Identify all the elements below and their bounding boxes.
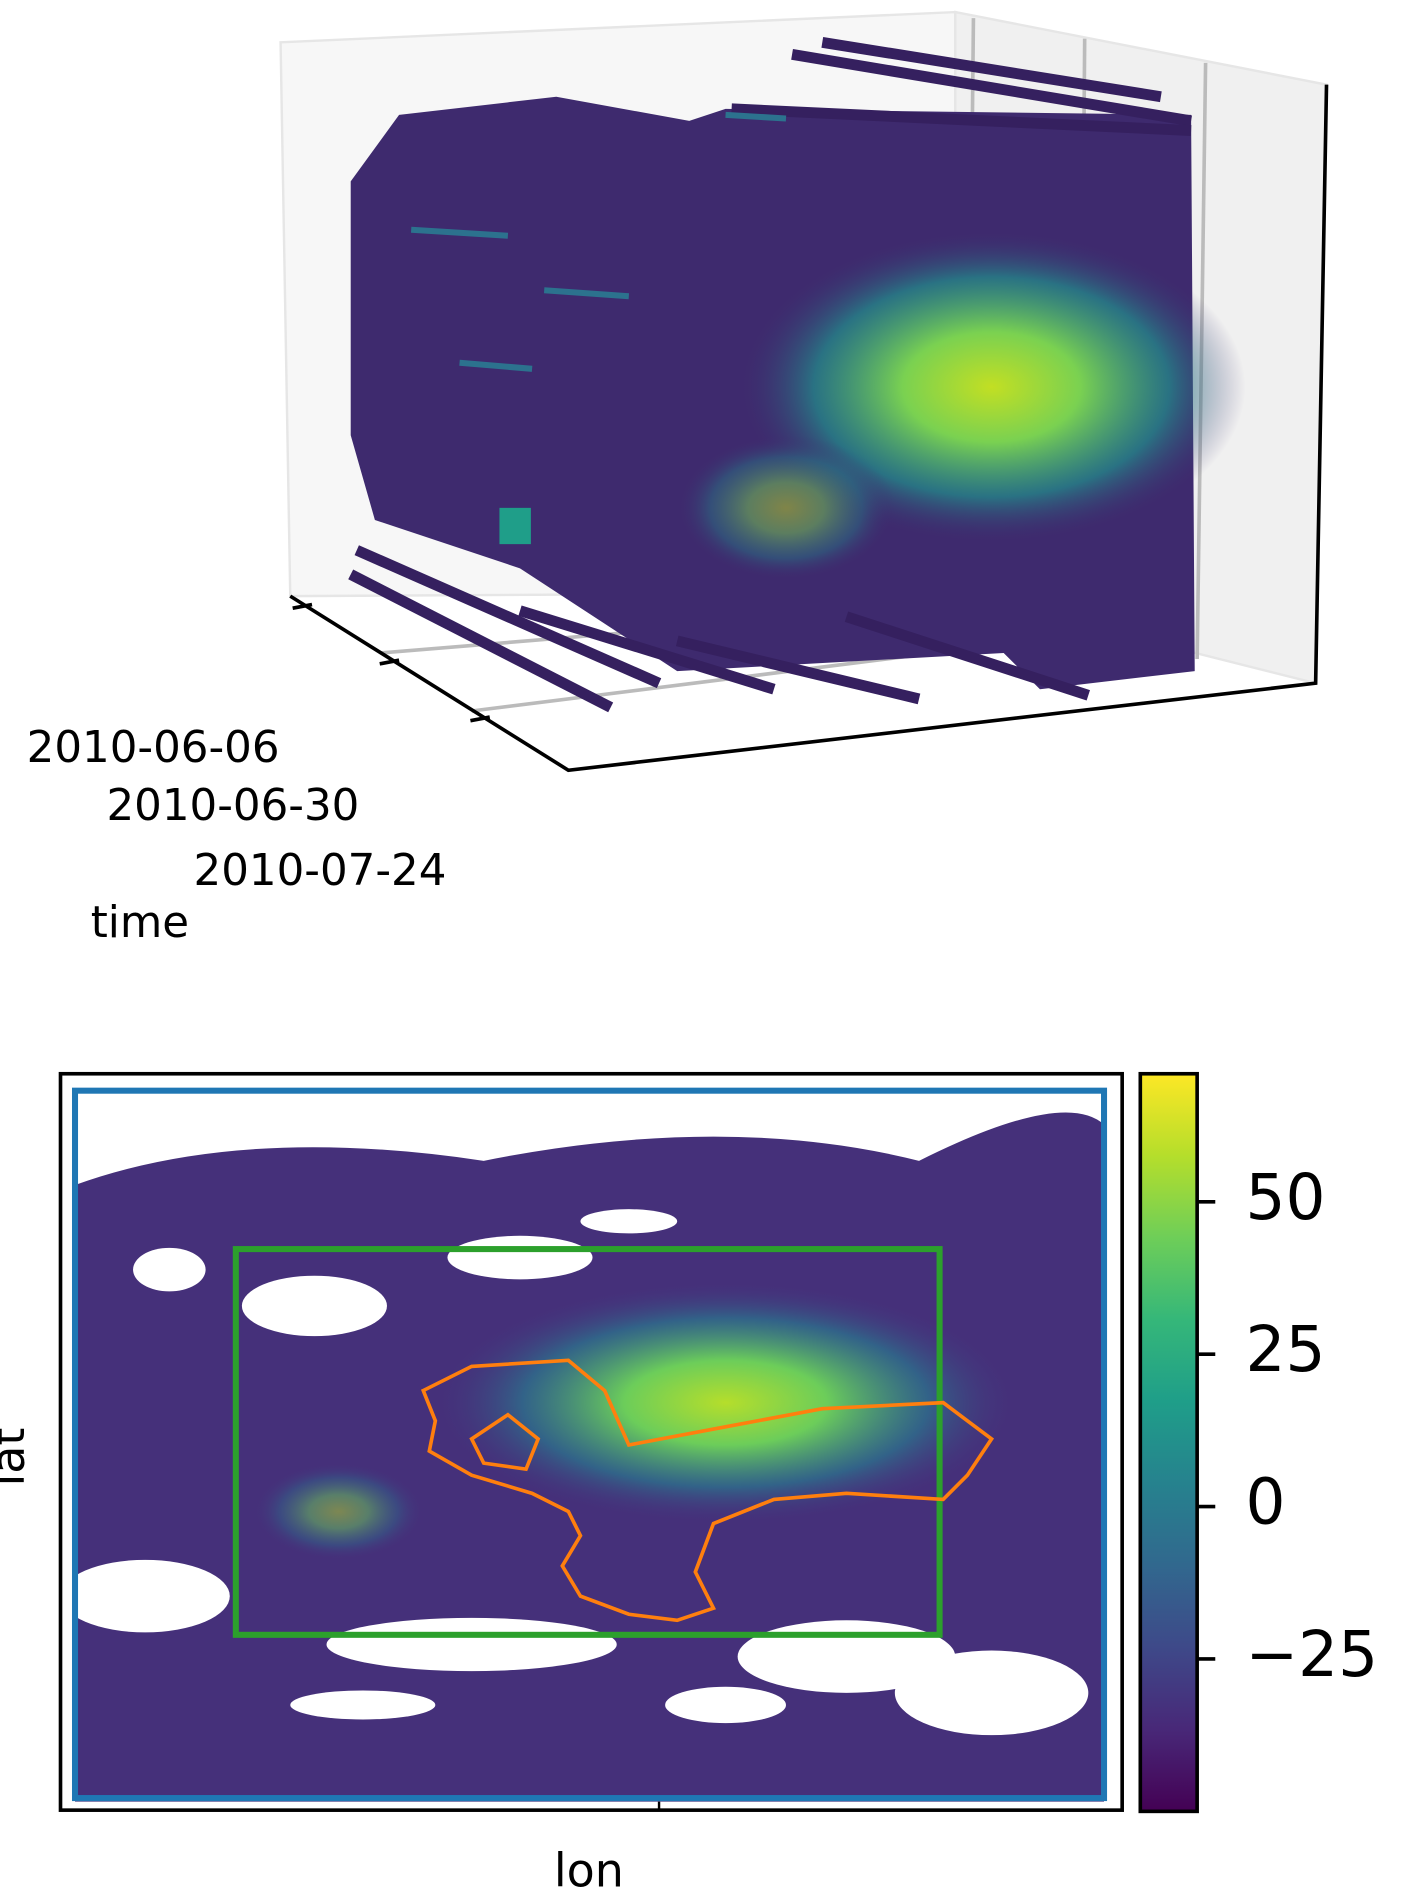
colorbar-tick-label: 0 <box>1246 1466 1286 1539</box>
x-tick <box>379 658 400 666</box>
map-frame <box>58 1071 1124 1812</box>
colorbar-tick-label: 25 <box>1246 1313 1326 1386</box>
axes-3d <box>289 84 1329 773</box>
outer-region <box>71 1087 1108 1802</box>
y-axis-label: lat <box>0 1428 35 1487</box>
x-axis-label: time <box>91 898 189 948</box>
inner-region <box>232 1246 943 1638</box>
colorbar-tick-label: −25 <box>1246 1618 1379 1691</box>
boundary <box>420 1358 995 1623</box>
voxels <box>348 36 1246 713</box>
map-image <box>60 1112 1105 1802</box>
x-tick-label: 2010-06-30 <box>106 781 359 831</box>
colorbar-ticks: 50 25 0 −25 <box>1197 1161 1378 1691</box>
x-tick-label: 2010-06-06 <box>27 723 280 773</box>
colorbar-tick-label: 50 <box>1246 1161 1326 1234</box>
x-tick <box>470 715 491 723</box>
x-tick-label: 2010-07-24 <box>194 846 447 896</box>
x-axis-label: lon <box>554 1843 624 1896</box>
x-tick <box>292 602 313 611</box>
colorbar <box>1138 1071 1199 1814</box>
